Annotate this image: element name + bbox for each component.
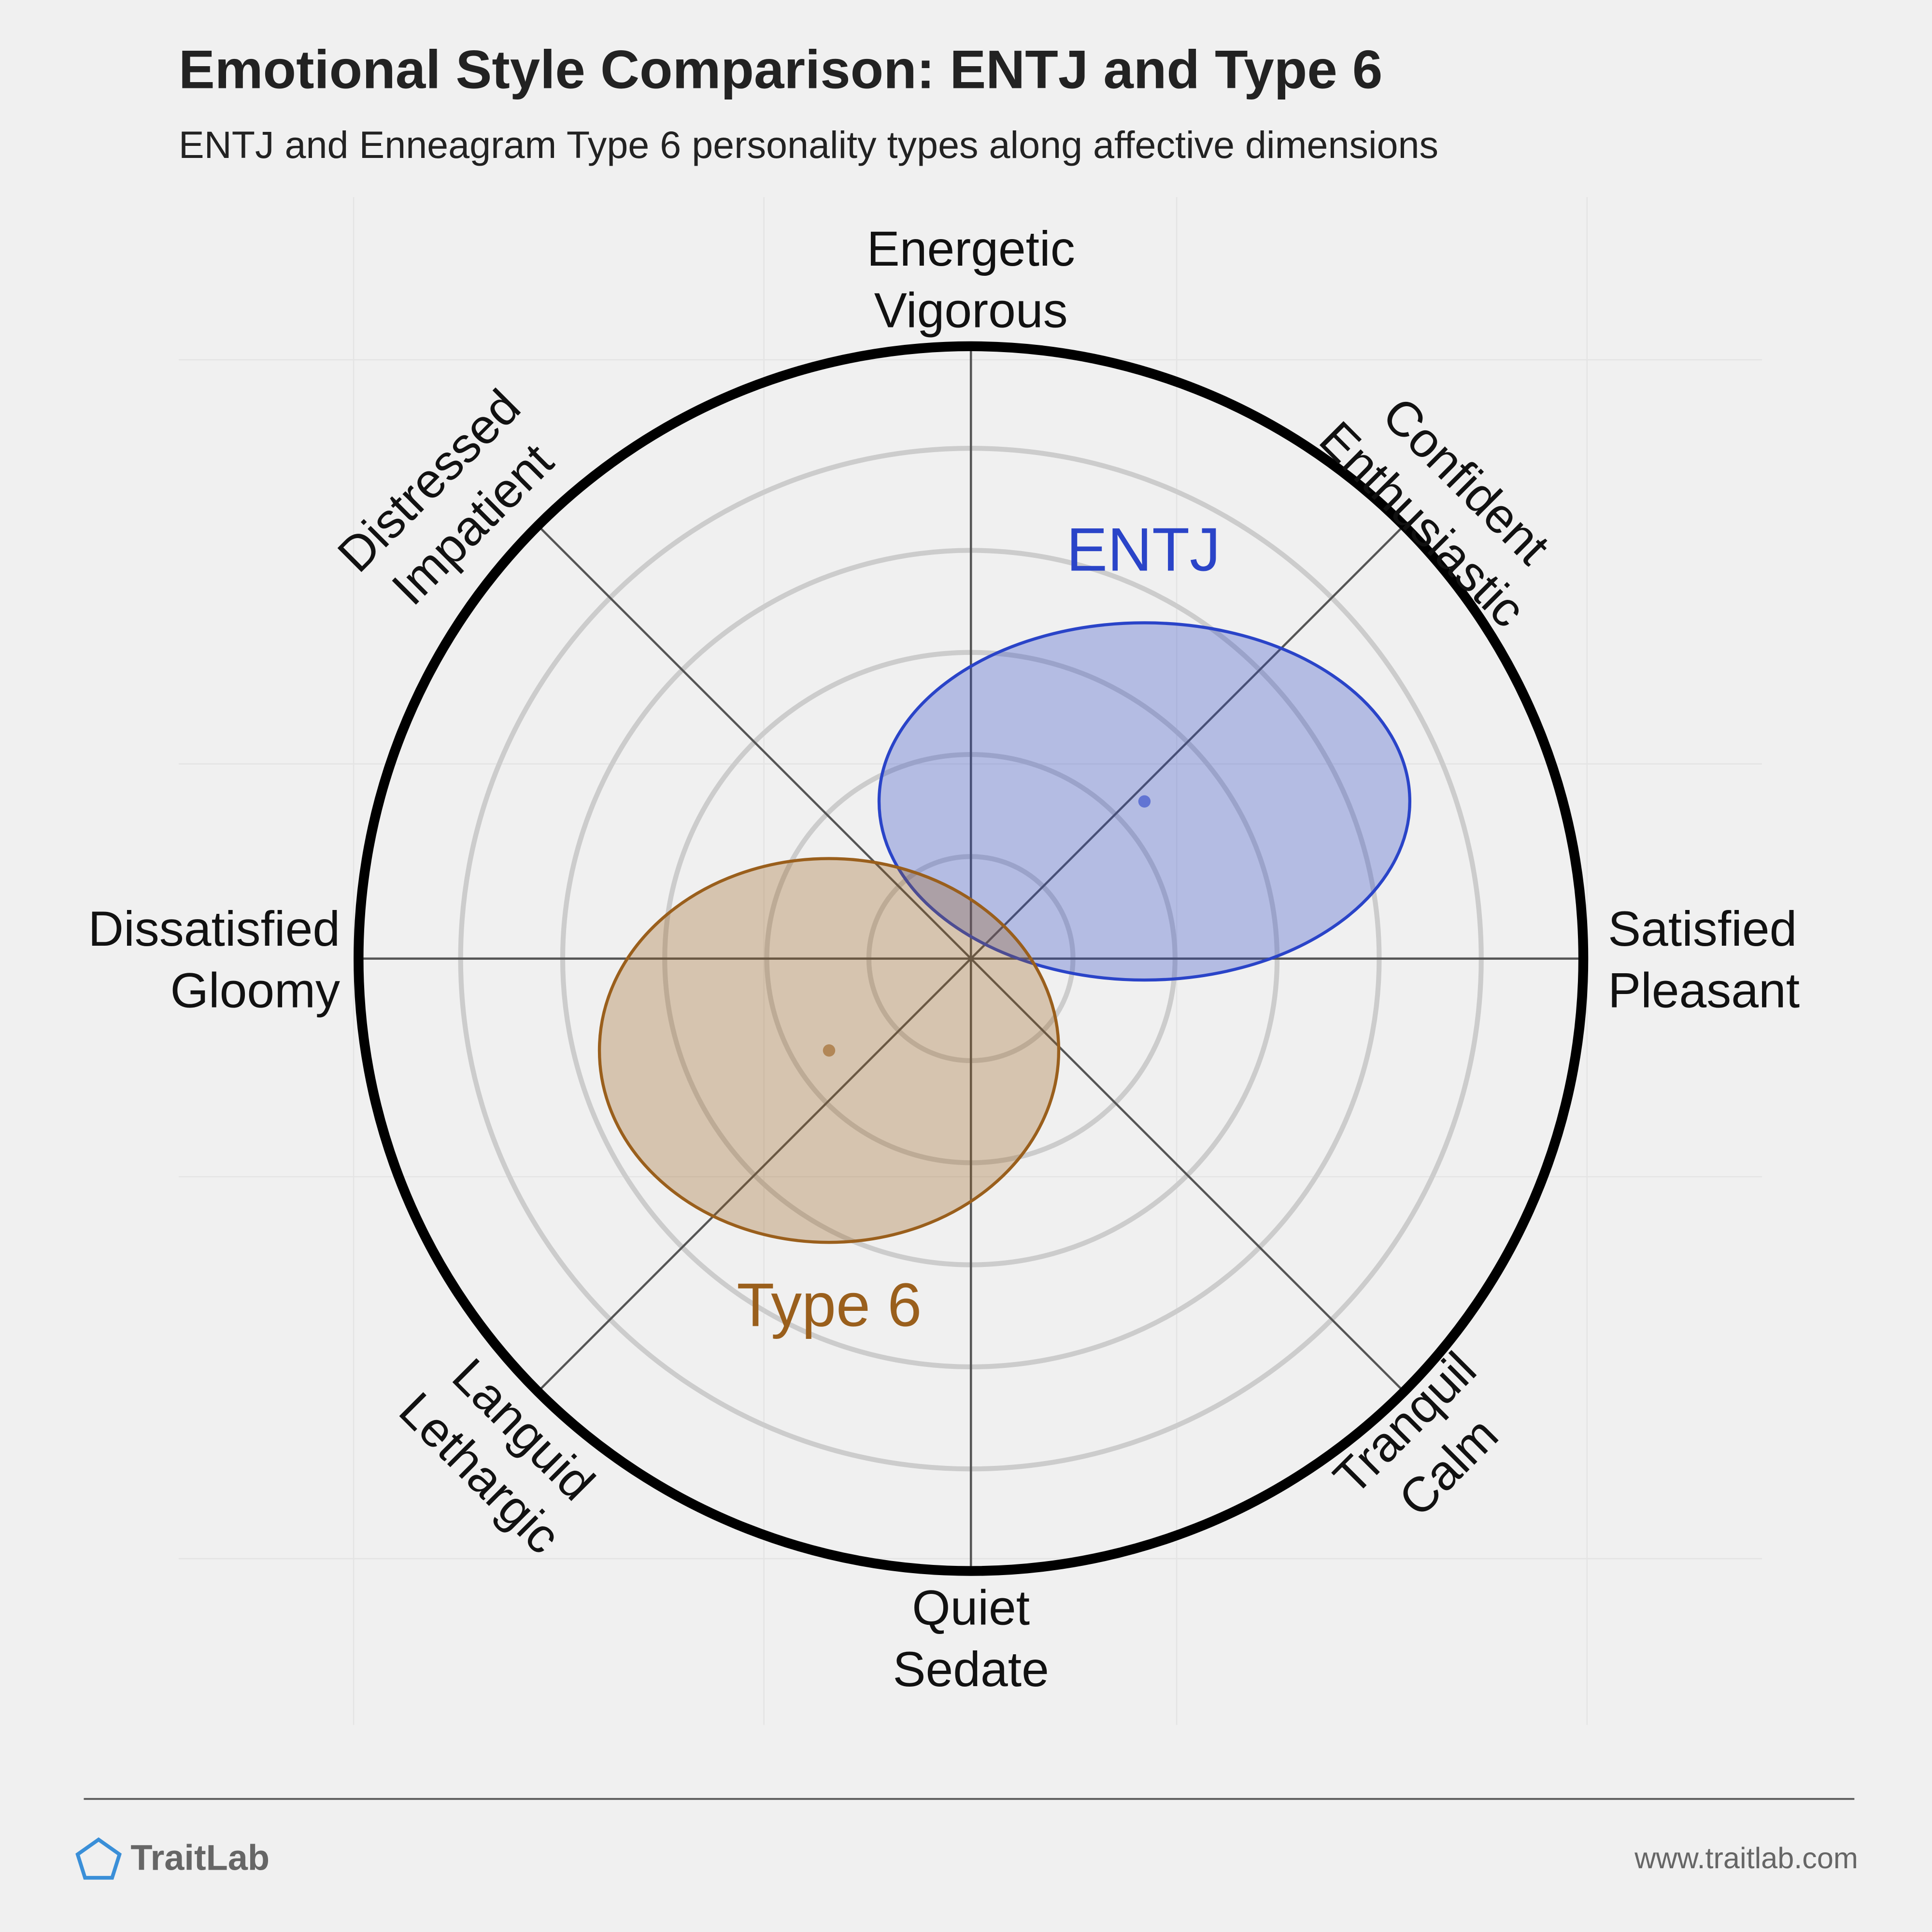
axis-label-line: Dissatisfied xyxy=(88,901,340,956)
axis-label: Energetic Vigorous xyxy=(867,221,1075,338)
axis-label-line: Pleasant xyxy=(1608,963,1800,1018)
plot: EnergeticVigorousConfidentEnthusiasticSa… xyxy=(88,221,1800,1697)
axis-label-line: Gloomy xyxy=(170,963,341,1018)
center-point xyxy=(823,1044,836,1057)
url: www.traitlab.com xyxy=(1634,1842,1858,1875)
axis-line xyxy=(537,525,1405,1392)
axis-label-line: Satisfied xyxy=(1608,901,1797,956)
axis-label: Dissatisfied Gloomy xyxy=(88,901,340,1018)
axis-label: Satisfied Pleasant xyxy=(1608,901,1800,1018)
series-label: ENTJ xyxy=(1066,516,1221,584)
center-point xyxy=(1138,795,1151,808)
logo-icon xyxy=(75,1837,122,1880)
brand: TraitLab xyxy=(130,1838,270,1878)
chart-subtitle: ENTJ and Enneagram Type 6 personality ty… xyxy=(179,123,1438,166)
axis-label: Quiet Sedate xyxy=(893,1580,1049,1697)
outer-ring xyxy=(354,341,1589,1576)
axis-label-line: Vigorous xyxy=(874,283,1068,338)
chart-title: Emotional Style Comparison: ENTJ and Typ… xyxy=(179,39,1382,100)
axis-label-line: Energetic xyxy=(867,221,1075,276)
axis-label-line: Sedate xyxy=(893,1642,1049,1697)
axis-label-line: Quiet xyxy=(912,1580,1030,1635)
series-label: Type 6 xyxy=(737,1271,922,1339)
